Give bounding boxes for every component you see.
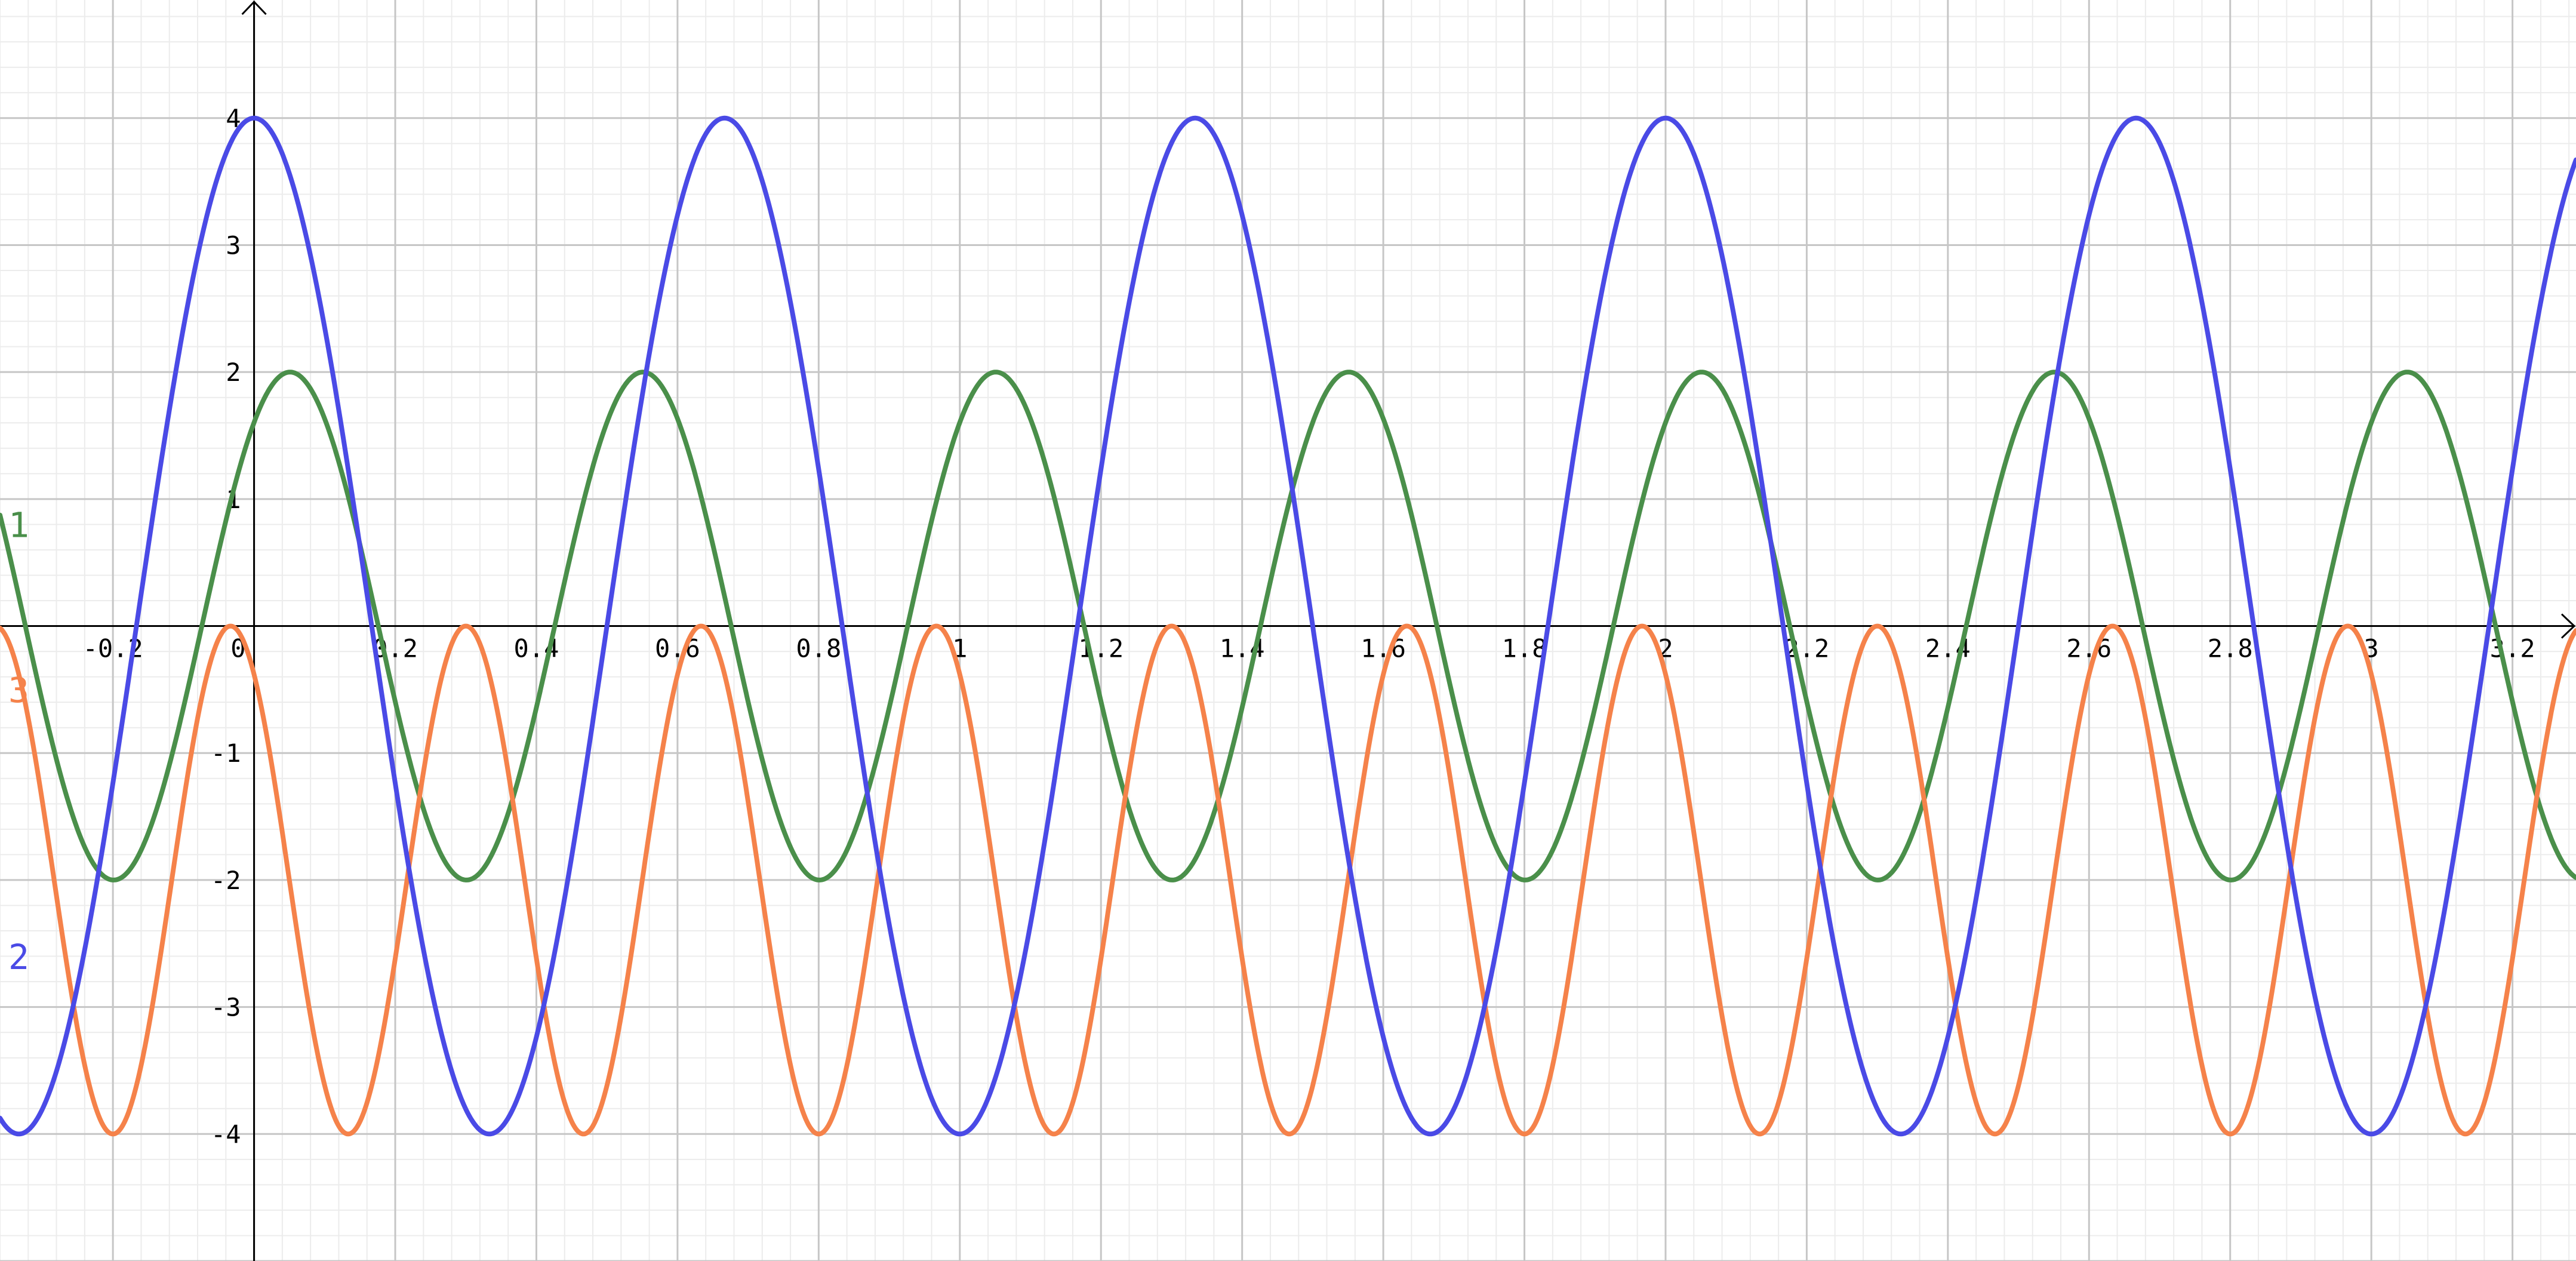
x-axis-arrow-icon (2560, 613, 2576, 639)
x-tick-label: 1.8 (1502, 634, 1547, 663)
series-2-curve (0, 115, 2576, 1137)
x-tick-label: 1.6 (1361, 634, 1406, 663)
y-tick-label: -1 (211, 739, 241, 768)
series-3-curve (0, 623, 2576, 1137)
x-tick-label: 0.6 (655, 634, 700, 663)
series-1-label: 1 (8, 505, 29, 546)
y-tick-label: -4 (211, 1119, 241, 1149)
x-tick-label: 0.8 (796, 634, 841, 663)
series-3-label: 3 (8, 670, 29, 711)
y-tick-label: 2 (226, 358, 241, 387)
series-1-curve (0, 370, 2576, 882)
curves (0, 115, 2576, 1137)
y-tick-label: -3 (211, 993, 241, 1022)
y-tick-label: -2 (211, 866, 241, 895)
series-labels: 1 2 3 (8, 505, 29, 977)
x-tick-label: 2.6 (2066, 634, 2112, 663)
y-tick-label: 3 (226, 230, 241, 260)
y-axis-arrow-icon (241, 0, 267, 16)
series-2-label: 2 (8, 937, 29, 977)
x-tick-label: 2.8 (2208, 634, 2253, 663)
